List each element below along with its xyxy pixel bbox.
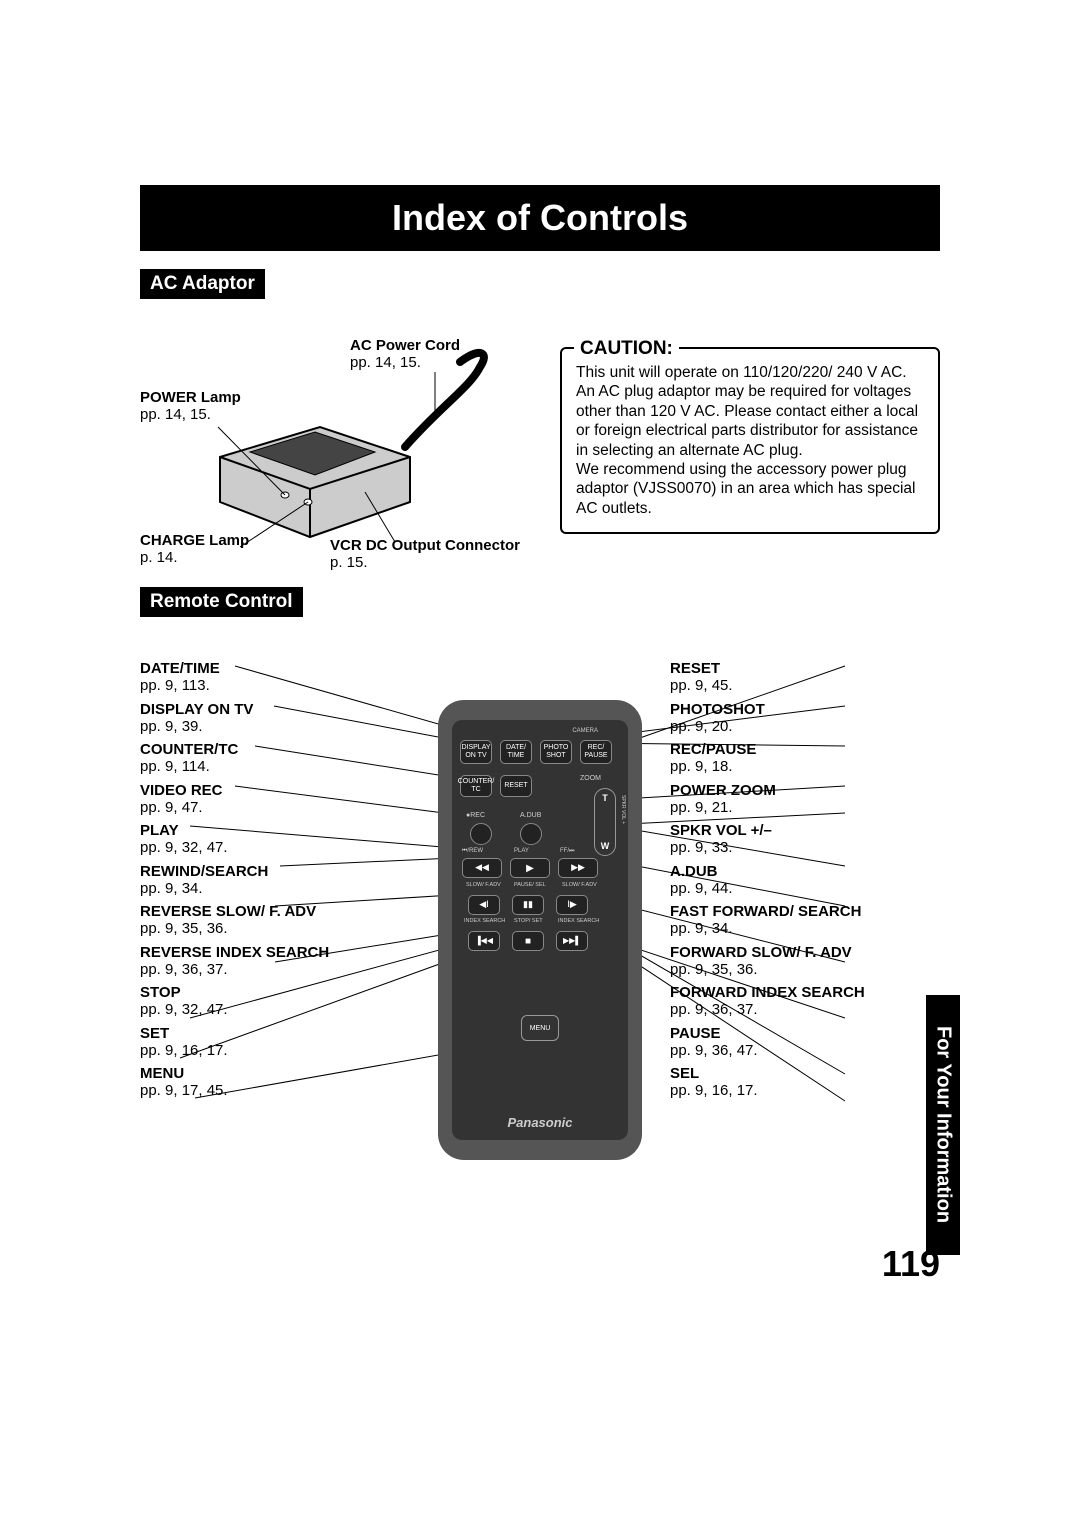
- power-lamp-label: POWER Lamp pp. 14, 15.: [140, 389, 241, 424]
- page: Index of Controls AC Adaptor: [140, 185, 940, 1225]
- page-title: Index of Controls: [140, 185, 940, 251]
- btn-pause: ▮▮: [512, 895, 544, 915]
- callout-date-time: DATE/TIMEpp. 9, 113.: [140, 660, 410, 695]
- callout-photoshot: PHOTOSHOTpp. 9, 20.: [670, 701, 940, 736]
- play-label: PLAY: [514, 848, 529, 854]
- remote-right-column: RESETpp. 9, 45. PHOTOSHOTpp. 9, 20. REC/…: [670, 660, 940, 1106]
- callout-stop: STOPpp. 9, 32, 47.: [140, 984, 410, 1019]
- callout-counter-tc: COUNTER/TCpp. 9, 114.: [140, 741, 410, 776]
- btn-date-time: DATE/ TIME: [500, 740, 532, 764]
- zoom-label: ZOOM: [580, 775, 601, 782]
- rew-label: ⏮/REW: [462, 848, 483, 855]
- section-remote-control: Remote Control: [140, 587, 303, 617]
- slow-rev-label: SLOW/ F.ADV: [466, 882, 501, 888]
- btn-adub: [520, 823, 542, 845]
- side-tab: For Your Information: [926, 995, 960, 1255]
- callout-reset: RESETpp. 9, 45.: [670, 660, 940, 695]
- callout-rewind-search: REWIND/SEARCHpp. 9, 34.: [140, 863, 410, 898]
- btn-index-rev: ▐◀◀: [468, 931, 500, 951]
- btn-display-on-tv: DISPLAY ON TV: [460, 740, 492, 764]
- slow-fwd-label: SLOW/ F.ADV: [562, 882, 597, 888]
- pause-sel-label: PAUSE/ SEL: [514, 882, 546, 888]
- callout-reverse-slow: REVERSE SLOW/ F. ADVpp. 9, 35, 36.: [140, 903, 410, 938]
- remote-inner: CAMERA DISPLAY ON TV DATE/ TIME PHOTO SH…: [452, 720, 628, 1140]
- ac-adaptor-area: AC Power Cord pp. 14, 15. POWER Lamp pp.…: [140, 307, 940, 587]
- camera-label: CAMERA: [572, 728, 598, 734]
- caution-body2: We recommend using the accessory power p…: [576, 460, 924, 518]
- remote-control-body: CAMERA DISPLAY ON TV DATE/ TIME PHOTO SH…: [438, 700, 642, 1160]
- btn-counter-tc: COUNTER/ TC: [460, 775, 492, 797]
- callout-forward-slow: FORWARD SLOW/ F. ADVpp. 9, 35, 36.: [670, 944, 940, 979]
- btn-play: ▶: [510, 858, 550, 878]
- btn-slow-rev: ◀Ⅰ: [468, 895, 500, 915]
- indexrev-label: INDEX SEARCH: [464, 918, 505, 924]
- callout-sel: SELpp. 9, 16, 17.: [670, 1065, 940, 1100]
- caution-box: CAUTION: This unit will operate on 110/1…: [560, 347, 940, 534]
- btn-ff: ▶▶: [558, 858, 598, 878]
- callout-spkr-vol: SPKR VOL +/–pp. 9, 33.: [670, 822, 940, 857]
- callout-display-on-tv: DISPLAY ON TVpp. 9, 39.: [140, 701, 410, 736]
- callout-play: PLAYpp. 9, 32, 47.: [140, 822, 410, 857]
- zoom-rocker: T W: [594, 788, 616, 856]
- btn-rec-pause: REC/ PAUSE: [580, 740, 612, 764]
- charge-lamp-label: CHARGE Lamp p. 14.: [140, 532, 249, 567]
- adub-label: A.DUB: [520, 812, 541, 819]
- ac-adaptor-diagram: AC Power Cord pp. 14, 15. POWER Lamp pp.…: [140, 337, 540, 572]
- btn-slow-fwd: Ⅰ▶: [556, 895, 588, 915]
- remote-control-area: DATE/TIMEpp. 9, 113. DISPLAY ON TVpp. 9,…: [140, 635, 940, 1225]
- ac-power-cord-label: AC Power Cord pp. 14, 15.: [350, 337, 460, 372]
- brand-logo: Panasonic: [438, 1115, 642, 1130]
- btn-menu: MENU: [521, 1015, 559, 1041]
- remote-left-column: DATE/TIMEpp. 9, 113. DISPLAY ON TVpp. 9,…: [140, 660, 410, 1106]
- callout-menu: MENUpp. 9, 17, 45.: [140, 1065, 410, 1100]
- spkr-vol-label: SPKR VOL +: [620, 795, 626, 824]
- callout-ff-search: FAST FORWARD/ SEARCHpp. 9, 34.: [670, 903, 940, 938]
- callout-forward-index: FORWARD INDEX SEARCHpp. 9, 36, 37.: [670, 984, 940, 1019]
- callout-set: SETpp. 9, 16, 17.: [140, 1025, 410, 1060]
- callout-reverse-index: REVERSE INDEX SEARCHpp. 9, 36, 37.: [140, 944, 410, 979]
- btn-stop: ■: [512, 931, 544, 951]
- btn-photo-shot: PHOTO SHOT: [540, 740, 572, 764]
- btn-rew: ◀◀: [462, 858, 502, 878]
- callout-power-zoom: POWER ZOOMpp. 9, 21.: [670, 782, 940, 817]
- callout-adub: A.DUBpp. 9, 44.: [670, 863, 940, 898]
- zoom-t: T: [595, 793, 615, 803]
- caution-heading: CAUTION:: [574, 337, 679, 361]
- ff-label: FF/⏭: [560, 848, 574, 855]
- rec-label: ●REC: [466, 812, 485, 819]
- caution-body1: This unit will operate on 110/120/220/ 2…: [576, 363, 924, 460]
- btn-index-fwd: ▶▶▌: [556, 931, 588, 951]
- section-ac-adaptor: AC Adaptor: [140, 269, 265, 299]
- callout-video-rec: VIDEO RECpp. 9, 47.: [140, 782, 410, 817]
- stop-set-label: STOP/ SET: [514, 918, 543, 924]
- zoom-w: W: [595, 841, 615, 851]
- btn-rec: [470, 823, 492, 845]
- indexfwd-label: INDEX SEARCH: [558, 918, 599, 924]
- callout-pause: PAUSEpp. 9, 36, 47.: [670, 1025, 940, 1060]
- vcr-dc-label: VCR DC Output Connector p. 15.: [330, 537, 520, 572]
- btn-reset: RESET: [500, 775, 532, 797]
- callout-rec-pause: REC/PAUSEpp. 9, 18.: [670, 741, 940, 776]
